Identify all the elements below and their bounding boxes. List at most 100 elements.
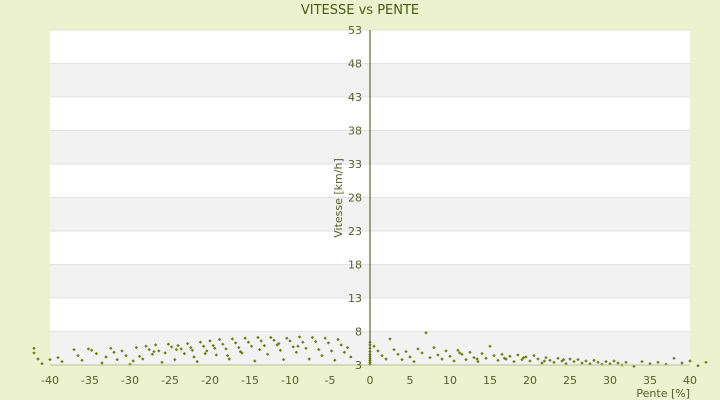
data-point: [224, 347, 228, 351]
y-tick-label: 43: [348, 91, 362, 104]
data-point: [152, 349, 156, 354]
data-point: [584, 359, 588, 363]
y-tick-label: 13: [348, 292, 362, 305]
data-point: [176, 343, 180, 348]
data-point: [227, 357, 231, 361]
data-point: [238, 349, 243, 354]
y-tick-label: 23: [348, 225, 362, 238]
data-point: [208, 339, 212, 343]
data-point: [536, 357, 540, 361]
data-point: [60, 359, 64, 364]
data-point: [109, 346, 113, 350]
data-point: [512, 359, 516, 364]
x-tick-label: -35: [81, 374, 99, 387]
x-tick-label: -5: [325, 374, 336, 387]
data-point: [160, 360, 164, 364]
data-point: [237, 345, 241, 350]
data-point: [612, 359, 616, 363]
data-point: [640, 359, 644, 364]
y-tick-label: 53: [348, 24, 362, 37]
data-point: [520, 357, 524, 362]
data-point: [568, 357, 572, 361]
data-point: [144, 344, 148, 348]
x-tick-label: 20: [523, 374, 537, 387]
data-point: [528, 359, 532, 363]
data-point: [32, 346, 36, 350]
data-point: [147, 347, 151, 352]
data-point: [48, 357, 52, 362]
y-tick-label: 28: [348, 192, 362, 205]
data-point: [516, 353, 520, 357]
x-tick-label: -15: [241, 374, 259, 387]
data-point: [141, 357, 145, 361]
y-tick-label: 38: [348, 125, 362, 138]
data-point: [532, 353, 536, 358]
x-tick-label: 10: [443, 374, 457, 387]
data-point: [40, 362, 44, 366]
data-point: [540, 361, 544, 365]
data-point: [213, 346, 217, 350]
y-tick-label: 8: [355, 326, 362, 339]
x-tick-label: -30: [121, 374, 139, 387]
data-point: [189, 345, 193, 350]
data-point: [190, 348, 195, 352]
y-tick-label: 3: [355, 359, 362, 372]
data-point: [542, 359, 547, 363]
x-axis-label: Pente [%]: [636, 387, 690, 400]
data-point: [524, 355, 528, 359]
data-point: [163, 351, 167, 355]
data-point: [157, 349, 161, 353]
data-point: [179, 347, 183, 351]
data-point: [131, 359, 135, 363]
data-point: [166, 342, 171, 346]
data-point: [243, 336, 247, 340]
data-point: [198, 340, 203, 344]
x-tick-label: -25: [161, 374, 179, 387]
chart-title: VITESSE vs PENTE: [301, 3, 419, 18]
data-point: [192, 355, 196, 359]
data-point: [86, 347, 91, 351]
data-point: [182, 351, 187, 356]
data-point: [221, 342, 225, 346]
data-point: [576, 357, 580, 362]
data-point: [32, 351, 36, 355]
data-point: [150, 352, 155, 356]
x-tick-label: 5: [407, 374, 414, 387]
data-point: [56, 355, 60, 360]
y-tick-label: 33: [348, 158, 362, 171]
y-axis-label: Vitesse [km/h]: [332, 158, 345, 238]
x-tick-label: 15: [483, 374, 497, 387]
data-point: [230, 337, 235, 341]
data-point: [94, 351, 99, 356]
data-point: [80, 358, 84, 362]
data-point: [36, 357, 40, 361]
data-point: [112, 350, 116, 354]
data-point: [120, 349, 124, 353]
data-point: [604, 359, 608, 364]
data-point: [174, 347, 179, 352]
data-point: [225, 353, 230, 358]
data-point: [436, 353, 440, 357]
y-tick-label: 18: [348, 259, 362, 272]
data-point: [211, 343, 215, 348]
data-point: [249, 344, 254, 348]
data-point: [688, 359, 692, 363]
data-point: [580, 361, 584, 365]
data-point: [195, 359, 199, 364]
data-point: [201, 344, 206, 348]
x-tick-label: -20: [201, 374, 219, 387]
data-point: [217, 337, 222, 342]
data-point: [203, 351, 207, 356]
data-point: [185, 341, 190, 346]
data-point: [134, 345, 139, 350]
data-point: [246, 340, 251, 344]
x-tick-label: 0: [367, 374, 374, 387]
data-point: [704, 360, 708, 364]
x-tick-label: -40: [41, 374, 59, 387]
x-tick-label: 25: [563, 374, 577, 387]
data-point: [680, 361, 684, 365]
x-tick-label: 40: [683, 374, 697, 387]
data-point: [205, 349, 209, 353]
